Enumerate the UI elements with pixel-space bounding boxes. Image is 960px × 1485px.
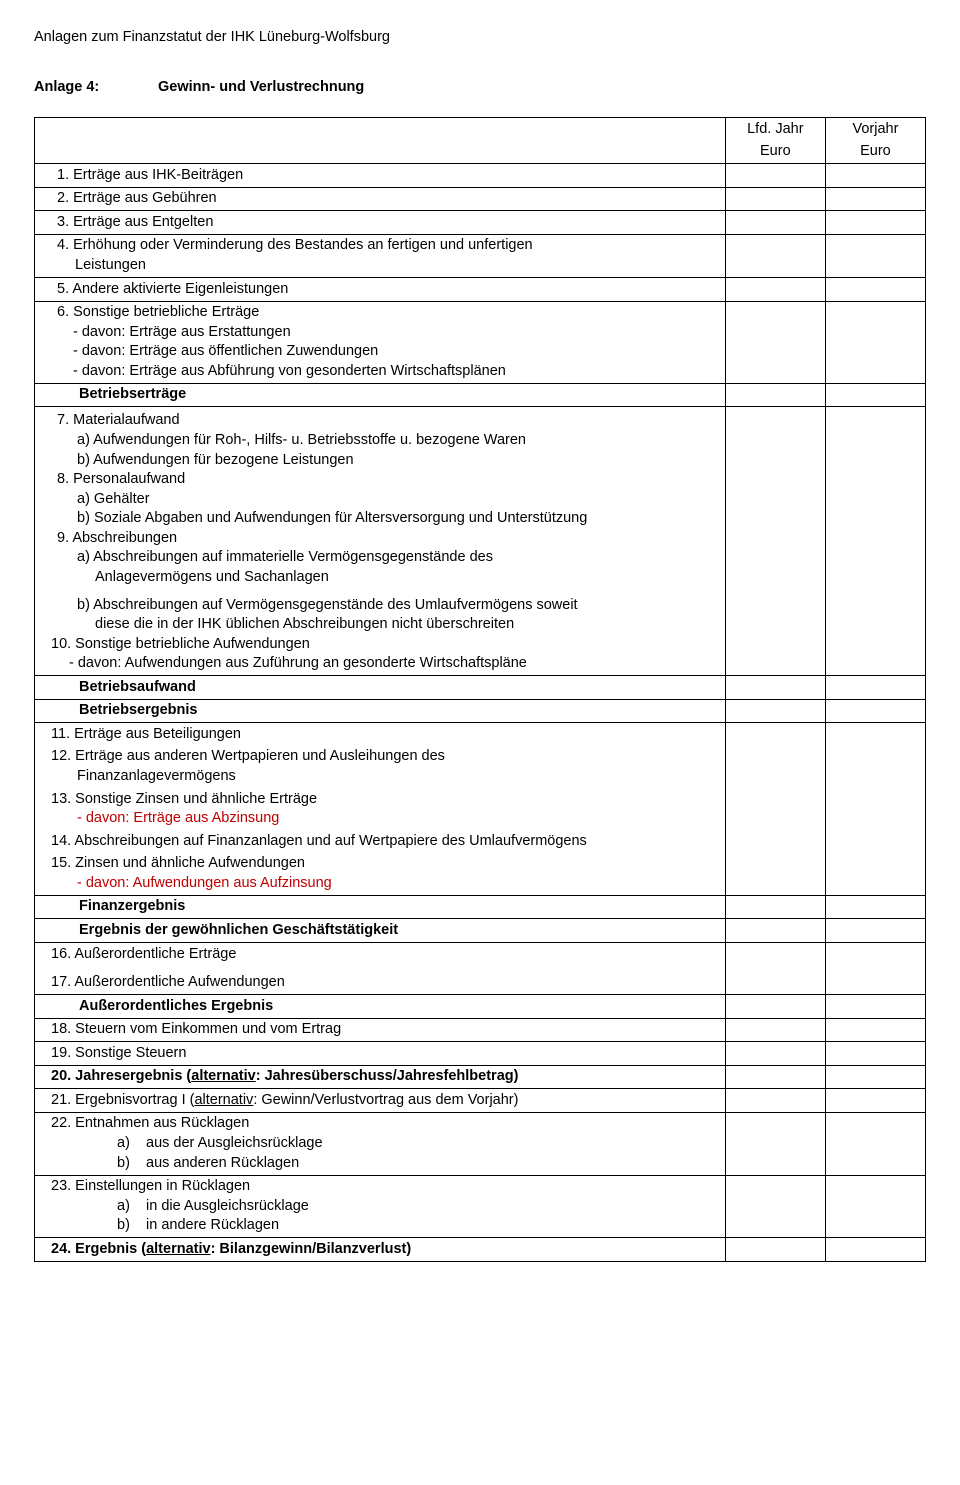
row-20: 20. Jahresergebnis (alternativ: Jahresüb… [35, 1065, 726, 1089]
row-1: 1. Erträge aus IHK-Beiträgen [35, 164, 726, 188]
row-21: 21. Ergebnisvortrag I (alternativ: Gewin… [35, 1089, 726, 1113]
row-14: 14. Abschreibungen auf Finanzanlagen und… [35, 830, 726, 853]
guv-table: Lfd. Jahr Vorjahr Euro Euro 1. Erträge a… [34, 117, 926, 1262]
anlage-title: Gewinn- und Verlustrechnung [158, 79, 364, 95]
amt [825, 164, 925, 188]
row-7to10: 7. Materialaufwand a) Aufwendungen für R… [35, 407, 726, 676]
row-fe: Finanzergebnis [35, 895, 726, 919]
hdr-empty2 [35, 141, 726, 164]
hdr-empty [35, 118, 726, 141]
row-11: 11. Erträge aus Beteiligungen [35, 723, 726, 746]
row-23: 23. Einstellungen in Rücklagena) in die … [35, 1175, 726, 1238]
row-19: 19. Sonstige Steuern [35, 1042, 726, 1066]
row-12: 12. Erträge aus anderen Wertpapieren und… [35, 746, 726, 788]
row-15: 15. Zinsen und ähnliche Aufwendungen- da… [35, 853, 726, 896]
row-22: 22. Entnahmen aus Rücklagena) aus der Au… [35, 1112, 726, 1175]
amt [725, 164, 825, 188]
row-ege: Ergebnis der gewöhnlichen Geschäftstätig… [35, 919, 726, 943]
anlage-heading: Anlage 4: Gewinn- und Verlustrechnung [34, 78, 926, 98]
row-berg: Betriebsergebnis [35, 699, 726, 723]
row-13: 13. Sonstige Zinsen und ähnliche Erträge… [35, 788, 726, 830]
row-24: 24. Ergebnis (alternativ: Bilanzgewinn/B… [35, 1238, 726, 1262]
anlage-label: Anlage 4: [34, 78, 154, 98]
row-ae: Außerordentliches Ergebnis [35, 995, 726, 1019]
row-3: 3. Erträge aus Entgelten [35, 211, 726, 235]
row-2: 2. Erträge aus Gebühren [35, 187, 726, 211]
row-6: 6. Sonstige betriebliche Erträge - davon… [35, 301, 726, 383]
row-16: 16. Außerordentliche Erträge [35, 943, 726, 972]
row-ba: Betriebsaufwand [35, 676, 726, 700]
hdr-euro2: Euro [825, 141, 925, 164]
row-4: 4. Erhöhung oder Verminderung des Bestan… [35, 234, 726, 277]
hdr-year1: Lfd. Jahr [725, 118, 825, 141]
row-18: 18. Steuern vom Einkommen und vom Ertrag [35, 1018, 726, 1042]
row-5: 5. Andere aktivierte Eigenleistungen [35, 278, 726, 302]
hdr-euro1: Euro [725, 141, 825, 164]
row-be: Betriebserträge [35, 383, 726, 407]
row-17: 17. Außerordentliche Aufwendungen [35, 972, 726, 995]
hdr-year2: Vorjahr [825, 118, 925, 141]
page-header: Anlagen zum Finanzstatut der IHK Lünebur… [34, 28, 926, 48]
